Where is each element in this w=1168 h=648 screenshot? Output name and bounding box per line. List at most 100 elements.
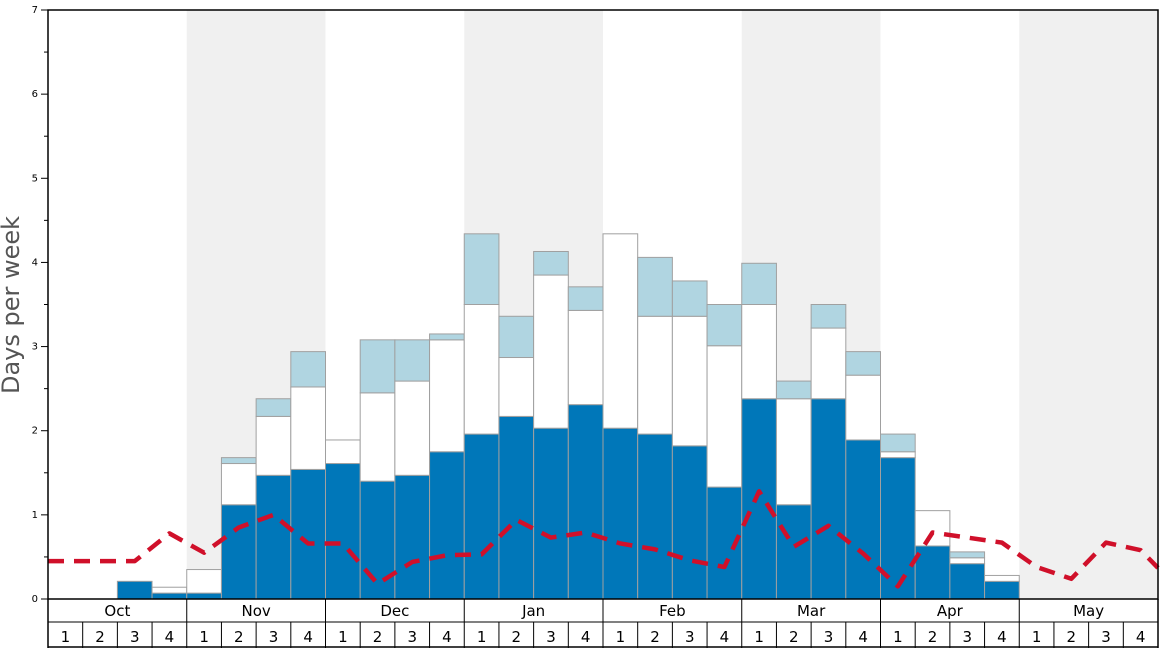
- week-label: 2: [95, 628, 105, 646]
- bar-seg-0-26: [949, 563, 986, 600]
- bar-seg-1-24: [880, 451, 916, 459]
- bar-seg-0-15: [567, 404, 604, 600]
- bar-seg-2-21: [775, 380, 812, 400]
- bar-seg-1-6: [255, 415, 292, 476]
- week-label: 3: [269, 628, 279, 646]
- y-tick-label: 4: [32, 257, 38, 268]
- bar-seg-1-5: [220, 463, 257, 506]
- bar-seg-0-9: [359, 480, 396, 600]
- bar-seg-1-10: [394, 380, 431, 476]
- bar-seg-1-4: [186, 569, 222, 594]
- month-label-oct: Oct: [104, 602, 130, 620]
- bar-seg-0-27: [984, 580, 1020, 600]
- week-label: 2: [789, 628, 799, 646]
- bar-seg-1-19: [706, 345, 743, 488]
- bar-seg-1-7: [290, 386, 326, 470]
- bar-seg-2-12: [463, 233, 500, 306]
- bar-seg-1-21: [775, 398, 812, 506]
- bar-seg-0-23: [845, 439, 881, 600]
- week-label: 1: [1032, 628, 1042, 646]
- bar-seg-2-14: [533, 250, 569, 276]
- bar-seg-1-27: [984, 574, 1020, 582]
- week-label: 3: [407, 628, 417, 646]
- week-label: 4: [303, 628, 313, 646]
- y-tick-label: 6: [32, 89, 38, 100]
- week-label: 1: [754, 628, 764, 646]
- bar-seg-2-9: [359, 339, 396, 394]
- week-label: 3: [546, 628, 556, 646]
- week-label: 1: [338, 628, 348, 646]
- week-label: 4: [442, 628, 452, 646]
- month-label-jan: Jan: [521, 602, 545, 620]
- bar-seg-0-14: [533, 427, 569, 600]
- y-tick-label: 3: [32, 342, 38, 353]
- bar-seg-2-5: [220, 457, 257, 465]
- week-label: 2: [928, 628, 938, 646]
- bar-seg-0-22: [810, 398, 847, 600]
- bar-seg-1-26: [949, 557, 986, 565]
- week-label: 4: [720, 628, 730, 646]
- bar-seg-0-4: [186, 592, 222, 600]
- week-label: 4: [858, 628, 868, 646]
- month-label-feb: Feb: [659, 602, 686, 620]
- bar-seg-1-8: [325, 439, 361, 465]
- bar-seg-0-18: [671, 445, 708, 600]
- bar-seg-0-8: [325, 463, 361, 600]
- bar-seg-0-11: [429, 451, 465, 600]
- month-label-apr: Apr: [937, 602, 964, 620]
- bar-seg-0-10: [394, 474, 431, 600]
- week-label: 1: [477, 628, 487, 646]
- week-label: 1: [893, 628, 903, 646]
- month-label-mar: Mar: [797, 602, 826, 620]
- bar-seg-2-26: [949, 551, 986, 559]
- week-label: 3: [685, 628, 695, 646]
- bar-seg-0-5: [220, 504, 257, 600]
- week-label: 2: [650, 628, 660, 646]
- bar-seg-2-7: [290, 351, 326, 388]
- bar-seg-0-3: [151, 592, 188, 600]
- bar-seg-1-13: [498, 357, 535, 417]
- month-label-nov: Nov: [241, 602, 270, 620]
- bar-seg-1-16: [602, 233, 639, 429]
- bar-seg-0-7: [290, 468, 326, 600]
- week-label: 2: [512, 628, 522, 646]
- bar-seg-1-11: [429, 339, 465, 453]
- bar-seg-2-24: [880, 433, 916, 453]
- bars: [116, 233, 1020, 600]
- bar-seg-1-15: [567, 309, 604, 406]
- week-label: 2: [373, 628, 383, 646]
- week-label: 4: [165, 628, 175, 646]
- bar-seg-2-20: [741, 262, 777, 305]
- week-label: 3: [824, 628, 834, 646]
- week-label: 4: [997, 628, 1007, 646]
- week-label: 2: [234, 628, 244, 646]
- bar-seg-0-12: [463, 433, 500, 600]
- bar-seg-1-3: [151, 586, 188, 594]
- bar-seg-2-10: [394, 339, 431, 382]
- bar-seg-2-15: [567, 286, 604, 311]
- average-line-path: [48, 489, 1160, 589]
- y-tick-label: 2: [32, 426, 38, 437]
- bar-seg-2-17: [637, 256, 673, 317]
- week-label: 4: [1136, 628, 1146, 646]
- bar-seg-1-14: [533, 274, 569, 429]
- bar-seg-2-13: [498, 315, 535, 359]
- y-tick-label: 5: [32, 173, 38, 184]
- bar-seg-2-22: [810, 304, 847, 329]
- bar-seg-1-20: [741, 304, 777, 400]
- average-line: [48, 489, 1160, 589]
- y-axis-ticks: 0 1 2 3 4 5 6 7: [32, 5, 48, 605]
- week-label: 3: [962, 628, 972, 646]
- y-axis-label: Days per week: [0, 216, 25, 394]
- y-tick-label: 7: [32, 5, 38, 16]
- bar-seg-2-6: [255, 398, 292, 417]
- week-label: 1: [61, 628, 71, 646]
- bar-seg-2-18: [671, 280, 708, 317]
- week-label: 2: [1067, 628, 1077, 646]
- bar-seg-1-18: [671, 315, 708, 447]
- month-label-dec: Dec: [380, 602, 409, 620]
- bar-seg-1-17: [637, 315, 673, 435]
- week-label: 1: [199, 628, 209, 646]
- bar-seg-0-20: [741, 398, 777, 600]
